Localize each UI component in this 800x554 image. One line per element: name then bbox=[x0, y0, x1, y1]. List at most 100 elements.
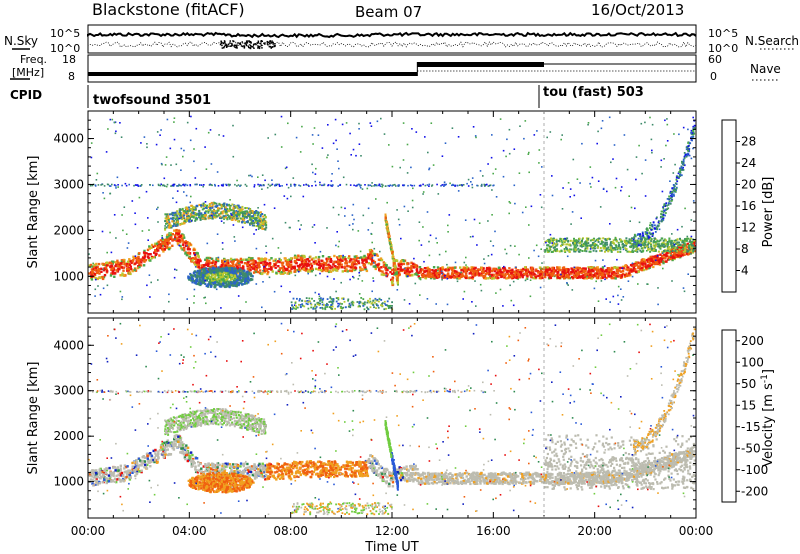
radar-pixel bbox=[338, 261, 342, 264]
radar-pixel bbox=[149, 253, 152, 256]
radar-pixel bbox=[220, 276, 224, 279]
radar-pixel bbox=[263, 266, 266, 269]
radar-pixel bbox=[279, 259, 282, 262]
radar-pixel bbox=[470, 276, 473, 279]
radar-pixel bbox=[424, 277, 428, 280]
radar-pixel bbox=[201, 276, 204, 279]
radar-pixel bbox=[144, 259, 148, 262]
radar-pixel bbox=[373, 260, 377, 264]
radar-pixel bbox=[205, 302, 207, 305]
radar-pixel bbox=[502, 149, 505, 152]
radar-pixel bbox=[264, 264, 268, 267]
radar-pixel bbox=[403, 205, 406, 208]
radar-pixel bbox=[337, 213, 340, 216]
radar-pixel bbox=[228, 283, 231, 286]
radar-pixel bbox=[210, 285, 213, 288]
radar-pixel bbox=[426, 298, 429, 300]
radar-pixel bbox=[254, 265, 257, 268]
radar-pixel bbox=[306, 268, 309, 271]
radar-pixel bbox=[233, 211, 236, 214]
radar-pixel bbox=[202, 264, 206, 267]
radar-pixel bbox=[237, 213, 240, 216]
radar-pixel bbox=[410, 264, 413, 268]
radar-pixel bbox=[689, 240, 692, 243]
radar-pixel bbox=[508, 267, 511, 270]
radar-pixel bbox=[258, 271, 262, 275]
radar-pixel bbox=[651, 261, 655, 265]
radar-pixel bbox=[416, 273, 419, 277]
radar-pixel bbox=[544, 250, 546, 253]
radar-pixel bbox=[626, 168, 629, 171]
radar-pixel bbox=[186, 298, 188, 300]
radar-pixel bbox=[569, 188, 572, 190]
radar-pixel bbox=[467, 178, 470, 181]
radar-pixel bbox=[575, 242, 578, 245]
radar-pixel bbox=[577, 240, 580, 242]
radar-pixel bbox=[242, 277, 245, 280]
radar-pixel bbox=[648, 262, 652, 265]
radar-pixel bbox=[156, 245, 160, 248]
radar-pixel bbox=[213, 214, 216, 217]
freq-segment-low bbox=[88, 72, 418, 76]
radar-pixel bbox=[599, 242, 602, 245]
radar-pixel bbox=[245, 220, 248, 223]
radar-pixel bbox=[148, 247, 151, 250]
radar-pixel bbox=[189, 201, 191, 204]
radar-pixel bbox=[519, 125, 521, 127]
radar-pixel bbox=[357, 230, 360, 232]
radar-pixel bbox=[620, 266, 623, 270]
nsearch-dot bbox=[239, 43, 242, 45]
radar-pixel bbox=[614, 238, 617, 241]
radar-pixel bbox=[172, 197, 174, 199]
radar-pixel bbox=[280, 115, 283, 118]
radar-pixel bbox=[648, 264, 651, 268]
nsearch-dot bbox=[233, 40, 235, 43]
radar-pixel bbox=[344, 260, 348, 263]
radar-pixel bbox=[644, 121, 646, 124]
radar-pixel bbox=[573, 245, 576, 248]
radar-pixel bbox=[230, 282, 233, 285]
radar-pixel bbox=[207, 211, 210, 214]
radar-pixel bbox=[681, 239, 684, 242]
radar-pixel bbox=[217, 282, 220, 285]
radar-pixel bbox=[166, 243, 169, 246]
radar-pixel bbox=[658, 240, 660, 243]
radar-pixel bbox=[180, 216, 183, 219]
radar-pixel bbox=[523, 272, 526, 275]
radar-pixel bbox=[221, 203, 224, 206]
radar-pixel bbox=[512, 280, 515, 283]
radar-pixel bbox=[341, 270, 344, 273]
radar-pixel bbox=[478, 272, 481, 275]
radar-pixel bbox=[562, 187, 564, 189]
nsearch-dot bbox=[225, 45, 228, 47]
radar-pixel bbox=[170, 224, 173, 227]
radar-pixel bbox=[109, 231, 111, 234]
radar-pixel bbox=[538, 162, 540, 164]
radar-pixel bbox=[190, 260, 193, 263]
radar-pixel bbox=[248, 211, 251, 214]
radar-pixel bbox=[250, 262, 253, 265]
radar-pixel bbox=[208, 270, 211, 273]
radar-pixel bbox=[692, 147, 694, 150]
radar-pixel bbox=[657, 287, 659, 289]
radar-pixel bbox=[566, 282, 568, 285]
radar-pixel bbox=[609, 241, 612, 244]
nsearch-dot bbox=[266, 41, 269, 43]
radar-pixel bbox=[614, 236, 617, 239]
radar-pixel bbox=[234, 275, 238, 279]
radar-pixel bbox=[161, 235, 163, 237]
radar-pixel bbox=[563, 250, 566, 252]
radar-pixel bbox=[309, 267, 312, 270]
radar-pixel bbox=[153, 251, 156, 254]
radar-pixel bbox=[418, 239, 420, 242]
radar-pixel bbox=[183, 236, 186, 239]
radar-pixel bbox=[224, 264, 227, 267]
freq-tick-bottom: 8 bbox=[68, 70, 75, 83]
radar-pixel bbox=[327, 270, 331, 273]
radar-pixel bbox=[194, 266, 197, 268]
radar-pixel bbox=[403, 269, 407, 272]
radar-pixel bbox=[621, 265, 625, 269]
radar-pixel bbox=[554, 248, 557, 251]
radar-pixel bbox=[465, 264, 467, 266]
